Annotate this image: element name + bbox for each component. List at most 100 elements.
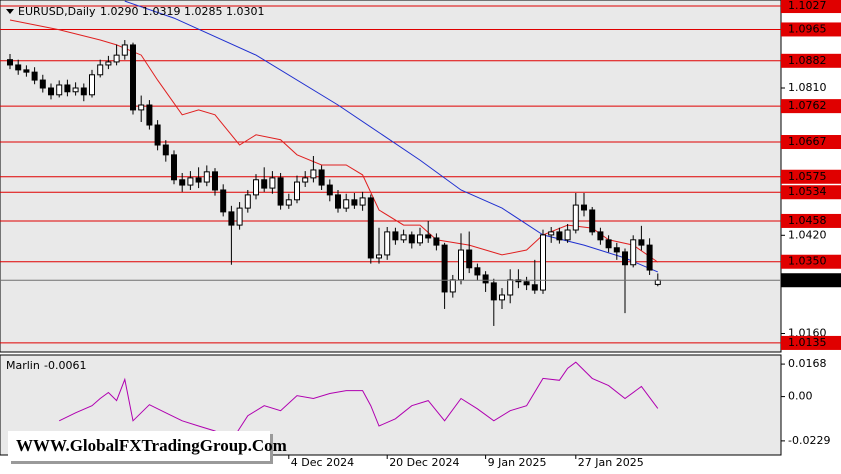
candle-body (507, 279, 514, 296)
candle-body (121, 44, 128, 56)
x-tick-label: 20 Dec 2024 (389, 456, 459, 469)
y-tick-label: 1.0420 (788, 228, 827, 241)
level-box (781, 169, 841, 184)
candle-body (556, 231, 563, 241)
x-tick-label: 9 Jan 2025 (488, 456, 547, 469)
level-box (781, 0, 841, 14)
candle-body (64, 84, 71, 93)
level-box (781, 185, 841, 200)
candle-body (581, 204, 587, 211)
level-box (781, 99, 841, 114)
level-label: 1.0458 (788, 214, 827, 227)
candle-body (80, 87, 87, 96)
level-label: 1.0534 (788, 185, 827, 198)
candle-body (384, 231, 391, 256)
last-price-label: 1.0301 (788, 273, 827, 286)
candle-body (499, 294, 505, 301)
candle-body (72, 87, 79, 93)
candle-body (441, 244, 448, 293)
candle-body (253, 179, 259, 196)
candle-body (449, 279, 456, 293)
level-box (781, 335, 841, 350)
candle-body (318, 169, 325, 186)
last-price-box (781, 273, 841, 288)
candle-body (113, 54, 120, 63)
candle-body (56, 84, 63, 96)
candle-body (269, 177, 276, 189)
candle-body (105, 61, 112, 66)
candle-body (564, 229, 571, 241)
candle-body (367, 197, 374, 259)
level-label: 1.0762 (788, 99, 827, 112)
candle-body (244, 194, 251, 209)
candle-body (285, 199, 292, 206)
candle-body (23, 69, 30, 73)
y-tick-label: 1.0810 (788, 81, 827, 94)
indicator-line (58, 361, 659, 442)
candle-body (130, 44, 136, 111)
candle-body (294, 181, 300, 201)
menu-triangle (6, 9, 14, 14)
level-box (781, 213, 841, 228)
level-label: 1.1027 (788, 0, 827, 12)
candle-body (589, 209, 596, 233)
candle-body (335, 194, 341, 209)
candle-body (605, 239, 612, 249)
candle-body (359, 197, 366, 206)
candle-body (343, 199, 350, 209)
candle-body (7, 59, 13, 66)
y-tick-label: 0.00 (788, 390, 813, 403)
watermark-box (8, 431, 270, 461)
candle-body (203, 171, 210, 183)
candle-body (433, 237, 440, 246)
candle-body (523, 281, 530, 286)
moving-average (124, 0, 658, 273)
candle-body (376, 254, 382, 259)
candle-body (654, 279, 661, 285)
level-box (781, 22, 841, 37)
candle-body (638, 239, 645, 246)
candle-body (277, 177, 284, 206)
candle-body (146, 104, 153, 126)
candle-body (646, 244, 653, 271)
candle-body (138, 104, 145, 111)
candle-body (89, 74, 95, 96)
candle-body (417, 234, 423, 244)
symbol: EURUSD,Daily (18, 5, 96, 18)
candle-body (179, 179, 186, 186)
y-tick-label: -0.0229 (788, 434, 830, 447)
candle-body (228, 211, 235, 226)
candle-body (39, 79, 46, 89)
level-label: 1.0575 (788, 170, 827, 183)
price-panel (0, 0, 782, 353)
y-tick-label: 0.0168 (788, 357, 827, 370)
candle-body (154, 124, 161, 146)
candle-body (531, 284, 538, 291)
level-label: 1.0965 (788, 22, 827, 35)
candle-body (195, 177, 202, 183)
candle-body (490, 282, 497, 301)
candle-body (31, 71, 38, 81)
candle-body (540, 234, 546, 291)
candle-body (613, 247, 620, 253)
candle-body (97, 64, 104, 76)
candle-body (171, 154, 177, 181)
candle-body (408, 234, 415, 244)
indicator-value: -0.0061 (44, 359, 86, 372)
candle-body (236, 207, 243, 226)
level-box (781, 135, 841, 150)
candle-body (466, 249, 473, 269)
candle-body (458, 249, 464, 281)
candle-body (187, 177, 194, 186)
level-label: 1.0882 (788, 54, 827, 67)
candle-body (392, 231, 399, 241)
candle-body (310, 169, 317, 179)
level-label: 1.0350 (788, 255, 827, 268)
candle-body (474, 267, 481, 276)
candle-body (162, 144, 169, 156)
x-tick-label: 27 Jan 2025 (578, 456, 644, 469)
candle-body (212, 171, 218, 191)
